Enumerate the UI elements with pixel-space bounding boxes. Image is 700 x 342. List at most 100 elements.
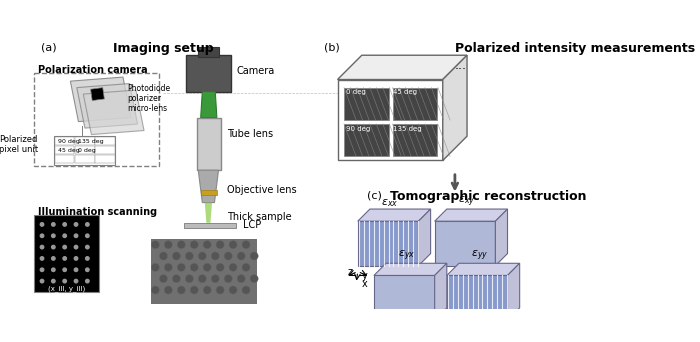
- Text: Tomographic reconstruction: Tomographic reconstruction: [390, 190, 587, 203]
- Circle shape: [186, 252, 193, 260]
- Circle shape: [164, 286, 172, 294]
- Circle shape: [62, 279, 67, 284]
- Text: Tube lens: Tube lens: [227, 129, 273, 139]
- Circle shape: [224, 252, 232, 260]
- Circle shape: [229, 241, 237, 249]
- Circle shape: [62, 233, 67, 238]
- Circle shape: [40, 267, 44, 272]
- Bar: [34, 215, 99, 292]
- Circle shape: [237, 275, 245, 283]
- Polygon shape: [358, 221, 419, 266]
- Bar: [55, 146, 74, 154]
- Bar: [55, 155, 74, 163]
- Polygon shape: [358, 209, 430, 221]
- Circle shape: [74, 245, 78, 250]
- Circle shape: [74, 233, 78, 238]
- Circle shape: [85, 222, 90, 227]
- Bar: [55, 137, 74, 145]
- Text: (b): (b): [324, 42, 340, 52]
- Circle shape: [250, 275, 258, 283]
- Circle shape: [177, 286, 186, 294]
- Bar: [344, 124, 388, 156]
- Circle shape: [172, 275, 181, 283]
- Polygon shape: [496, 209, 508, 266]
- Text: Polarization camera: Polarization camera: [38, 65, 148, 75]
- Polygon shape: [435, 221, 496, 266]
- Circle shape: [51, 222, 56, 227]
- Polygon shape: [447, 263, 519, 275]
- Text: 135 deg: 135 deg: [78, 139, 104, 144]
- Circle shape: [172, 252, 181, 260]
- Bar: [34, 73, 160, 166]
- Text: 45 deg: 45 deg: [393, 89, 416, 95]
- Circle shape: [151, 241, 160, 249]
- Circle shape: [190, 263, 198, 272]
- Text: 45 deg: 45 deg: [58, 147, 80, 153]
- Circle shape: [164, 263, 172, 272]
- Text: Imaging setup: Imaging setup: [113, 42, 214, 55]
- Circle shape: [51, 267, 56, 272]
- Circle shape: [85, 279, 90, 284]
- Circle shape: [177, 263, 186, 272]
- Text: y: y: [362, 272, 368, 281]
- Circle shape: [151, 263, 160, 272]
- Text: 90 deg: 90 deg: [346, 126, 370, 132]
- Polygon shape: [508, 263, 519, 320]
- Circle shape: [40, 279, 44, 284]
- Text: Camera: Camera: [237, 66, 274, 76]
- Circle shape: [164, 241, 172, 249]
- Bar: [186, 55, 230, 92]
- Circle shape: [62, 222, 67, 227]
- Bar: [198, 47, 218, 57]
- Circle shape: [40, 233, 44, 238]
- Bar: [201, 190, 217, 195]
- Bar: [95, 155, 115, 163]
- Polygon shape: [443, 55, 467, 160]
- Circle shape: [242, 286, 250, 294]
- Polygon shape: [198, 170, 218, 202]
- Circle shape: [85, 256, 90, 261]
- Text: LCP: LCP: [243, 220, 261, 230]
- Polygon shape: [374, 275, 435, 320]
- Polygon shape: [201, 92, 217, 118]
- Text: (a): (a): [41, 42, 56, 52]
- Text: Photodiode
polarizer
micro-lens: Photodiode polarizer micro-lens: [127, 83, 170, 113]
- Circle shape: [51, 256, 56, 261]
- Circle shape: [62, 256, 67, 261]
- Bar: [393, 124, 437, 156]
- Bar: [344, 88, 388, 120]
- Circle shape: [229, 263, 237, 272]
- Polygon shape: [83, 90, 144, 134]
- Bar: [197, 118, 221, 170]
- Text: Objective lens: Objective lens: [227, 185, 296, 195]
- Circle shape: [177, 241, 186, 249]
- Bar: [95, 137, 115, 145]
- Circle shape: [62, 245, 67, 250]
- Bar: [95, 146, 115, 154]
- Text: ...: ...: [455, 59, 467, 72]
- Circle shape: [51, 233, 56, 238]
- Text: $\epsilon_{xx}$: $\epsilon_{xx}$: [382, 197, 399, 209]
- Circle shape: [211, 275, 219, 283]
- Polygon shape: [435, 209, 508, 221]
- Circle shape: [40, 222, 44, 227]
- Circle shape: [51, 245, 56, 250]
- Circle shape: [74, 256, 78, 261]
- Text: $\epsilon_{yy}$: $\epsilon_{yy}$: [470, 249, 488, 263]
- Text: z: z: [348, 267, 353, 277]
- Text: 0 deg: 0 deg: [78, 147, 95, 153]
- Circle shape: [198, 275, 206, 283]
- Circle shape: [74, 279, 78, 284]
- Bar: [151, 239, 257, 304]
- Circle shape: [160, 275, 167, 283]
- Circle shape: [237, 252, 245, 260]
- Polygon shape: [447, 275, 508, 320]
- Circle shape: [224, 275, 232, 283]
- Bar: [183, 223, 237, 228]
- Polygon shape: [71, 77, 131, 122]
- Circle shape: [40, 256, 44, 261]
- Circle shape: [203, 286, 211, 294]
- Text: x: x: [362, 279, 368, 289]
- Circle shape: [40, 245, 44, 250]
- Circle shape: [151, 286, 160, 294]
